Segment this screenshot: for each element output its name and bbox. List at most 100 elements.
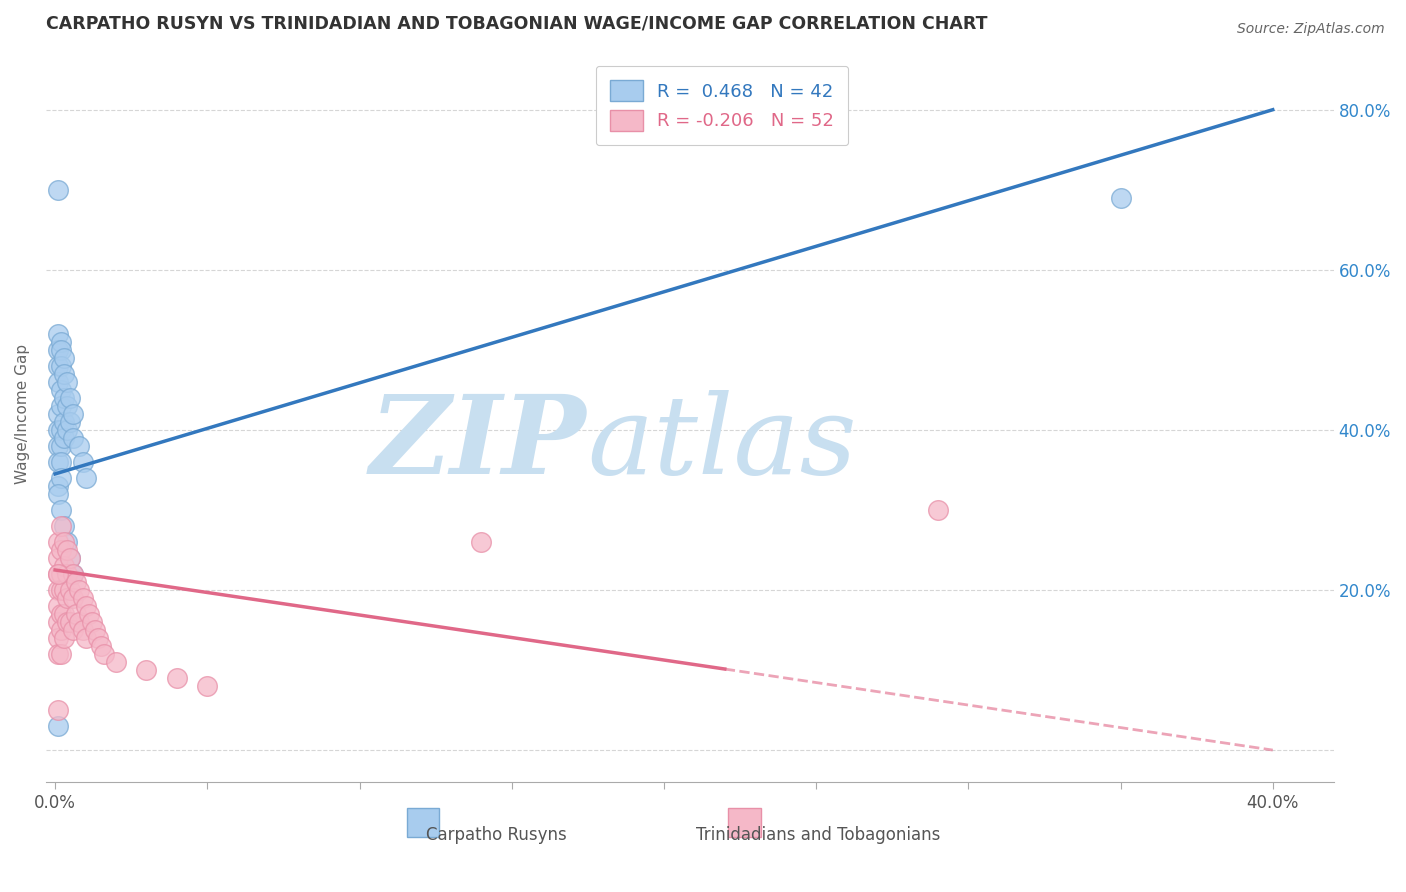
Point <box>51 343 73 357</box>
Point <box>927 503 949 517</box>
Point <box>46 423 69 437</box>
Text: CARPATHO RUSYN VS TRINIDADIAN AND TOBAGONIAN WAGE/INCOME GAP CORRELATION CHART: CARPATHO RUSYN VS TRINIDADIAN AND TOBAGO… <box>46 15 987 33</box>
Point <box>93 647 115 661</box>
Point <box>59 615 82 629</box>
Point <box>51 607 73 621</box>
Text: Trinidadians and Tobagonians: Trinidadians and Tobagonians <box>696 826 941 845</box>
Point <box>46 566 69 581</box>
Point <box>53 367 76 381</box>
Point <box>53 351 76 365</box>
Point <box>59 391 82 405</box>
Y-axis label: Wage/Income Gap: Wage/Income Gap <box>15 343 30 484</box>
Point <box>72 591 94 605</box>
Point <box>51 582 73 597</box>
Point <box>65 607 87 621</box>
Point <box>46 455 69 469</box>
Point <box>51 455 73 469</box>
Point <box>51 543 73 558</box>
Point <box>46 375 69 389</box>
Point <box>46 631 69 645</box>
Point <box>135 663 157 677</box>
Point <box>62 431 84 445</box>
Point <box>53 559 76 574</box>
Point <box>59 551 82 566</box>
Text: atlas: atlas <box>586 390 856 497</box>
Point <box>51 471 73 485</box>
Point <box>51 334 73 349</box>
Point <box>46 183 69 197</box>
Point <box>75 631 97 645</box>
Point <box>46 343 69 357</box>
Point <box>51 359 73 373</box>
Point <box>56 399 79 413</box>
Point <box>56 543 79 558</box>
Point <box>104 655 127 669</box>
Point <box>46 535 69 549</box>
Point <box>53 631 76 645</box>
Point <box>46 703 69 717</box>
Point <box>87 631 110 645</box>
Point <box>46 647 69 661</box>
Point <box>56 535 79 549</box>
Point <box>72 455 94 469</box>
Point <box>1109 191 1132 205</box>
Point <box>53 535 76 549</box>
Point <box>65 574 87 589</box>
Point <box>195 679 218 693</box>
Point <box>51 647 73 661</box>
Bar <box>728 808 761 838</box>
Point <box>46 551 69 566</box>
Point <box>62 566 84 581</box>
Point <box>51 439 73 453</box>
Point <box>51 519 73 533</box>
Point <box>62 566 84 581</box>
Point <box>59 551 82 566</box>
Point <box>53 431 76 445</box>
Text: ZIP: ZIP <box>370 390 586 497</box>
Point <box>51 399 73 413</box>
Point <box>51 566 73 581</box>
Point <box>51 383 73 397</box>
Point <box>46 599 69 613</box>
Point <box>77 607 100 621</box>
Point <box>69 439 91 453</box>
Point <box>470 535 492 549</box>
Point <box>46 479 69 493</box>
Point <box>56 615 79 629</box>
Point <box>46 326 69 341</box>
Point <box>62 591 84 605</box>
Point <box>53 582 76 597</box>
Point <box>46 487 69 501</box>
Point <box>51 503 73 517</box>
Point <box>46 566 69 581</box>
Point <box>90 639 112 653</box>
Point <box>56 591 79 605</box>
Point <box>75 599 97 613</box>
Point <box>166 671 188 685</box>
Point <box>56 423 79 437</box>
Text: Carpatho Rusyns: Carpatho Rusyns <box>426 826 567 845</box>
Point <box>59 582 82 597</box>
Text: Source: ZipAtlas.com: Source: ZipAtlas.com <box>1237 22 1385 37</box>
Point <box>46 582 69 597</box>
Point <box>69 615 91 629</box>
Point <box>53 519 76 533</box>
Point <box>56 566 79 581</box>
Point <box>51 423 73 437</box>
Point <box>46 719 69 733</box>
Point <box>62 407 84 421</box>
Point <box>53 415 76 429</box>
Point <box>59 415 82 429</box>
Point <box>80 615 103 629</box>
Point <box>62 623 84 637</box>
Bar <box>406 808 439 838</box>
Point <box>46 359 69 373</box>
Point <box>56 375 79 389</box>
Point <box>72 623 94 637</box>
Point <box>69 582 91 597</box>
Point <box>46 615 69 629</box>
Legend: R =  0.468   N = 42, R = -0.206   N = 52: R = 0.468 N = 42, R = -0.206 N = 52 <box>596 66 848 145</box>
Point <box>83 623 105 637</box>
Point <box>53 607 76 621</box>
Point <box>46 439 69 453</box>
